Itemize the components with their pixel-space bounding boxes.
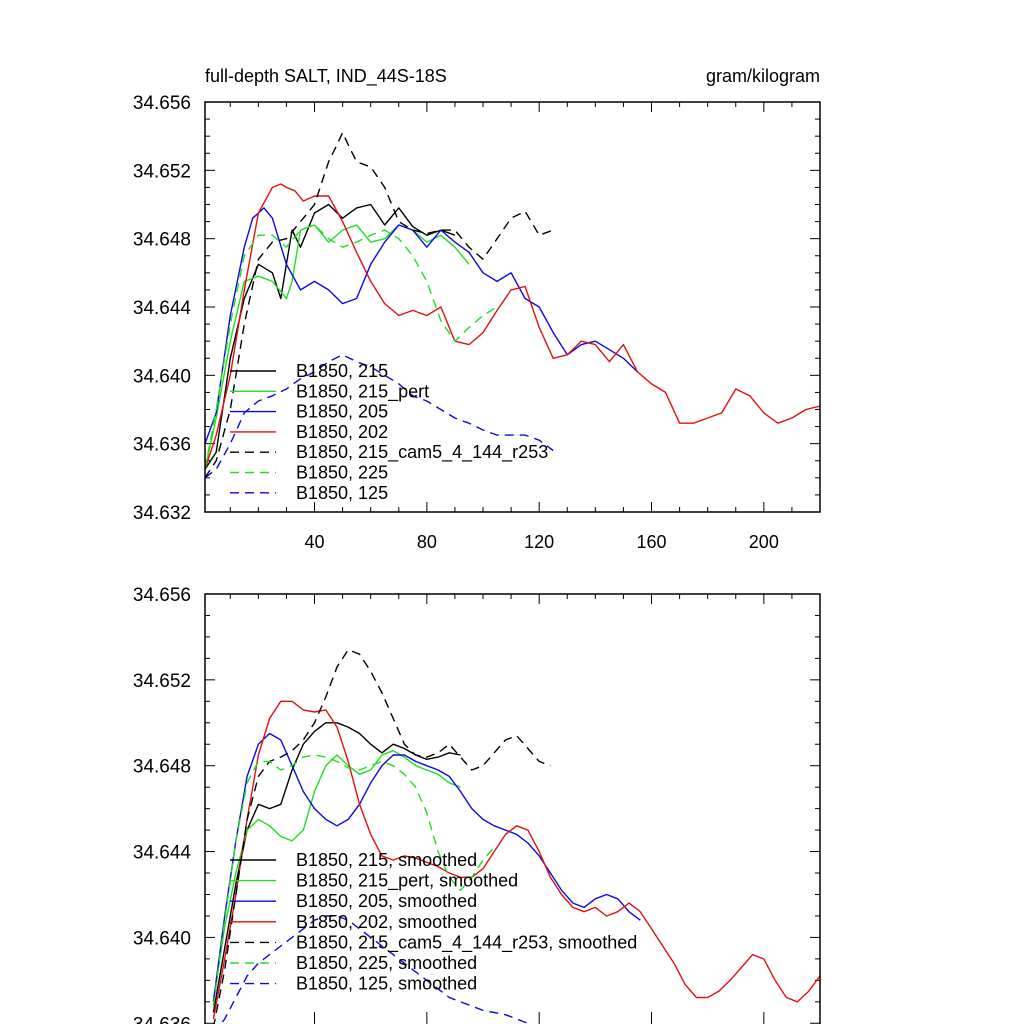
legend-label: B1850, 125	[296, 483, 388, 503]
y-tick-label: 34.644	[133, 843, 192, 864]
series-line	[204, 131, 554, 479]
y-tick-label: 34.648	[133, 230, 191, 251]
legend-label: B1850, 215_cam5_4_144_r253	[296, 442, 548, 463]
plot-frame-bottom	[204, 593, 821, 1024]
legend-label: B1850, 215_pert	[296, 381, 429, 402]
series-line	[212, 732, 641, 1002]
legend-label: B1850, 225	[296, 463, 388, 483]
y-tick-label: 34.640	[133, 366, 191, 387]
legend-label: B1850, 202, smoothed	[296, 912, 477, 932]
series-line	[204, 224, 498, 470]
series-line	[204, 354, 554, 479]
legend-label: B1850, 225, smoothed	[296, 953, 477, 973]
x-tick-label: 160	[636, 532, 666, 552]
y-tick-label: 34.652	[133, 671, 191, 692]
x-tick-label: 200	[749, 532, 779, 552]
chart-units-label: gram/kilogram	[706, 66, 820, 86]
chart-title: full-depth SALT, IND_44S-18S	[205, 66, 447, 87]
series-line	[212, 722, 461, 1013]
y-tick-label: 34.656	[133, 585, 191, 606]
series-line	[204, 203, 456, 470]
x-tick-label: 80	[417, 532, 437, 552]
series-line	[212, 750, 461, 1002]
chart-panel-top: full-depth SALT, IND_44S-18S gram/kilogr…	[133, 66, 821, 552]
series-line	[204, 183, 821, 470]
legend-label: B1850, 125, smoothed	[296, 974, 477, 994]
y-tick-label: 34.636	[133, 1014, 191, 1024]
x-tick-label: 120	[524, 532, 554, 552]
y-tick-label: 34.644	[133, 298, 192, 319]
legend-label: B1850, 215_cam5_4_144_r253, smoothed	[296, 932, 637, 953]
legend-label: B1850, 215	[296, 361, 388, 381]
legend-label: B1850, 215, smoothed	[296, 850, 477, 870]
legend-label: B1850, 205, smoothed	[296, 891, 477, 911]
legend-label: B1850, 215_pert, smoothed	[296, 871, 518, 892]
y-tick-label: 34.636	[133, 435, 191, 456]
y-tick-label: 34.652	[133, 161, 191, 182]
chart-panel-bottom: 34.636 34.640 34.644 34.648 34.652 34.656 B18…	[133, 585, 821, 1024]
legend-label: B1850, 202	[296, 422, 388, 442]
series-line	[204, 224, 470, 470]
y-tick-label: 34.640	[133, 928, 191, 949]
y-tick-label: 34.656	[133, 93, 191, 114]
series-line	[212, 700, 821, 1020]
plot-frame-top	[204, 101, 821, 513]
legend-label: B1850, 205	[296, 402, 388, 422]
y-tick-label: 34.648	[133, 757, 191, 778]
x-tick-label: 40	[305, 532, 325, 552]
y-tick-label: 34.632	[133, 503, 191, 524]
series-line	[220, 915, 532, 1024]
